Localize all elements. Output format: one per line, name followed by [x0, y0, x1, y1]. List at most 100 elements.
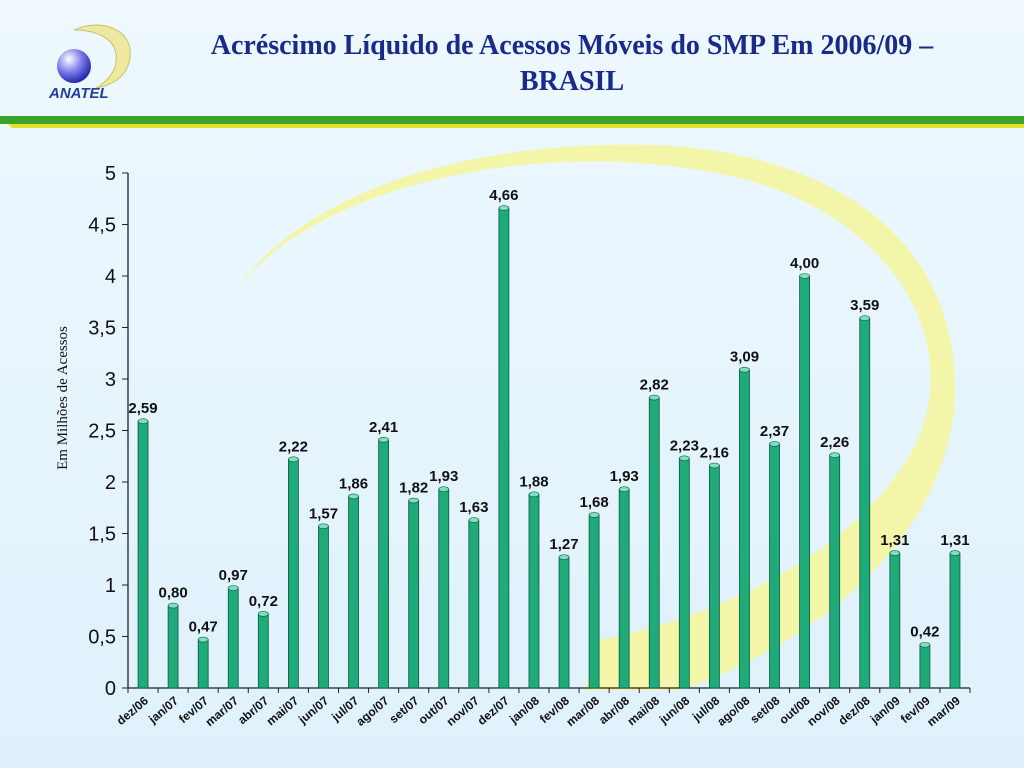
- bar-body: [829, 454, 841, 689]
- bar: [287, 456, 299, 689]
- bar: [137, 418, 149, 689]
- bar-body: [558, 556, 570, 689]
- data-label: 1,63: [459, 499, 488, 516]
- bar-body: [257, 613, 269, 689]
- bar: [318, 523, 329, 689]
- data-label: 0,42: [910, 624, 939, 641]
- x-tick-labels: dez/06jan/07fev/07mar/07abr/07mai/07jun/…: [114, 693, 963, 729]
- data-label: 1,27: [549, 536, 578, 553]
- logo-sphere: [57, 49, 91, 83]
- bar-top: [588, 512, 600, 518]
- y-tick-label: 1,5: [88, 524, 116, 546]
- bar-body: [408, 500, 420, 689]
- data-label: 2,26: [820, 434, 849, 451]
- bar-top: [769, 441, 780, 447]
- bar-top: [648, 394, 660, 401]
- bar: [498, 205, 510, 689]
- bar-top: [799, 273, 810, 279]
- y-tick-label: 1: [105, 575, 116, 597]
- bar-body: [799, 275, 811, 689]
- bar: [889, 550, 901, 689]
- x-tick-label: dez/07: [475, 693, 512, 728]
- data-label: 0,47: [189, 619, 218, 636]
- bar: [618, 486, 630, 689]
- data-label: 4,66: [489, 187, 518, 204]
- bar: [167, 602, 179, 689]
- data-label: 0,72: [249, 593, 278, 610]
- bar-body: [708, 465, 720, 689]
- data-label: 2,59: [128, 400, 157, 417]
- y-tick-label: 4: [105, 266, 116, 288]
- bar-top: [288, 456, 299, 463]
- bar-top: [348, 493, 359, 500]
- bar-body: [197, 639, 209, 689]
- bar-top: [679, 455, 690, 462]
- data-label: 2,22: [279, 438, 308, 455]
- bar-body: [318, 525, 329, 689]
- bar-body: [528, 493, 540, 689]
- x-tick-label: mar/08: [563, 693, 602, 729]
- bar-body: [378, 439, 390, 689]
- bar: [528, 491, 540, 689]
- bar: [468, 517, 480, 689]
- bar-top: [528, 491, 540, 498]
- data-label: 2,16: [700, 445, 729, 462]
- bar-top: [468, 517, 480, 523]
- y-tick-label: 5: [105, 163, 116, 185]
- data-label: 0,80: [159, 585, 188, 602]
- bar-top: [258, 611, 269, 617]
- bar: [348, 493, 359, 689]
- chart-axes: [122, 172, 971, 693]
- bar: [648, 394, 660, 689]
- x-tick-label: abr/08: [596, 693, 632, 727]
- bar-body: [889, 552, 901, 689]
- bar-body: [588, 514, 600, 689]
- bar-body: [769, 443, 780, 689]
- bar-top: [197, 636, 209, 643]
- bar: [859, 315, 871, 689]
- bar-top: [709, 462, 720, 469]
- y-tick-label: 3: [105, 369, 116, 391]
- bar: [799, 273, 811, 689]
- bar: [949, 550, 961, 689]
- bar-top: [137, 418, 149, 425]
- bar-body: [468, 519, 480, 689]
- title-line-1: Acréscimo Líquido de Acessos Móveis do S…: [210, 30, 934, 61]
- bar-body: [287, 458, 299, 689]
- bar-body: [618, 488, 630, 689]
- bar-body: [678, 457, 690, 689]
- bar: [438, 486, 450, 689]
- bar-body: [227, 587, 239, 689]
- page-title: Acréscimo Líquido de Acessos Móveis do S…: [140, 28, 1004, 100]
- x-tick-label: jan/07: [145, 693, 181, 726]
- anatel-logo: [57, 24, 131, 89]
- bar: [919, 641, 931, 689]
- rule-yellow: [8, 124, 1024, 128]
- bar-top: [318, 523, 329, 530]
- y-tick-label: 4,5: [88, 215, 116, 237]
- bar-top: [408, 497, 419, 504]
- data-label: 1,68: [580, 494, 609, 511]
- bar-body: [648, 397, 660, 689]
- data-label: 1,93: [610, 468, 639, 485]
- data-label: 1,57: [309, 505, 338, 522]
- bar-top: [558, 554, 570, 560]
- chart-data-labels: 2,59 0,800,47 0,970,72 2,22 1,571,86 2,41 1,82…: [128, 187, 969, 641]
- x-tick-label: abr/07: [235, 693, 271, 727]
- bar-top: [919, 641, 931, 648]
- x-tick-label: mar/07: [203, 693, 242, 729]
- bar: [257, 611, 269, 689]
- bar: [408, 497, 420, 689]
- x-tick-label: dez/06: [114, 693, 151, 728]
- y-tick-label: 2: [105, 472, 116, 494]
- y-tick-label: 0: [105, 678, 116, 700]
- x-tick-label: ago/07: [353, 693, 391, 728]
- bar: [378, 436, 390, 689]
- y-tick-label: 3,5: [88, 318, 116, 340]
- bar-body: [859, 317, 871, 689]
- bar-top: [498, 205, 510, 211]
- x-tick-label: jan/09: [867, 693, 903, 726]
- bar: [829, 452, 841, 689]
- x-tick-label: ago/08: [714, 693, 752, 728]
